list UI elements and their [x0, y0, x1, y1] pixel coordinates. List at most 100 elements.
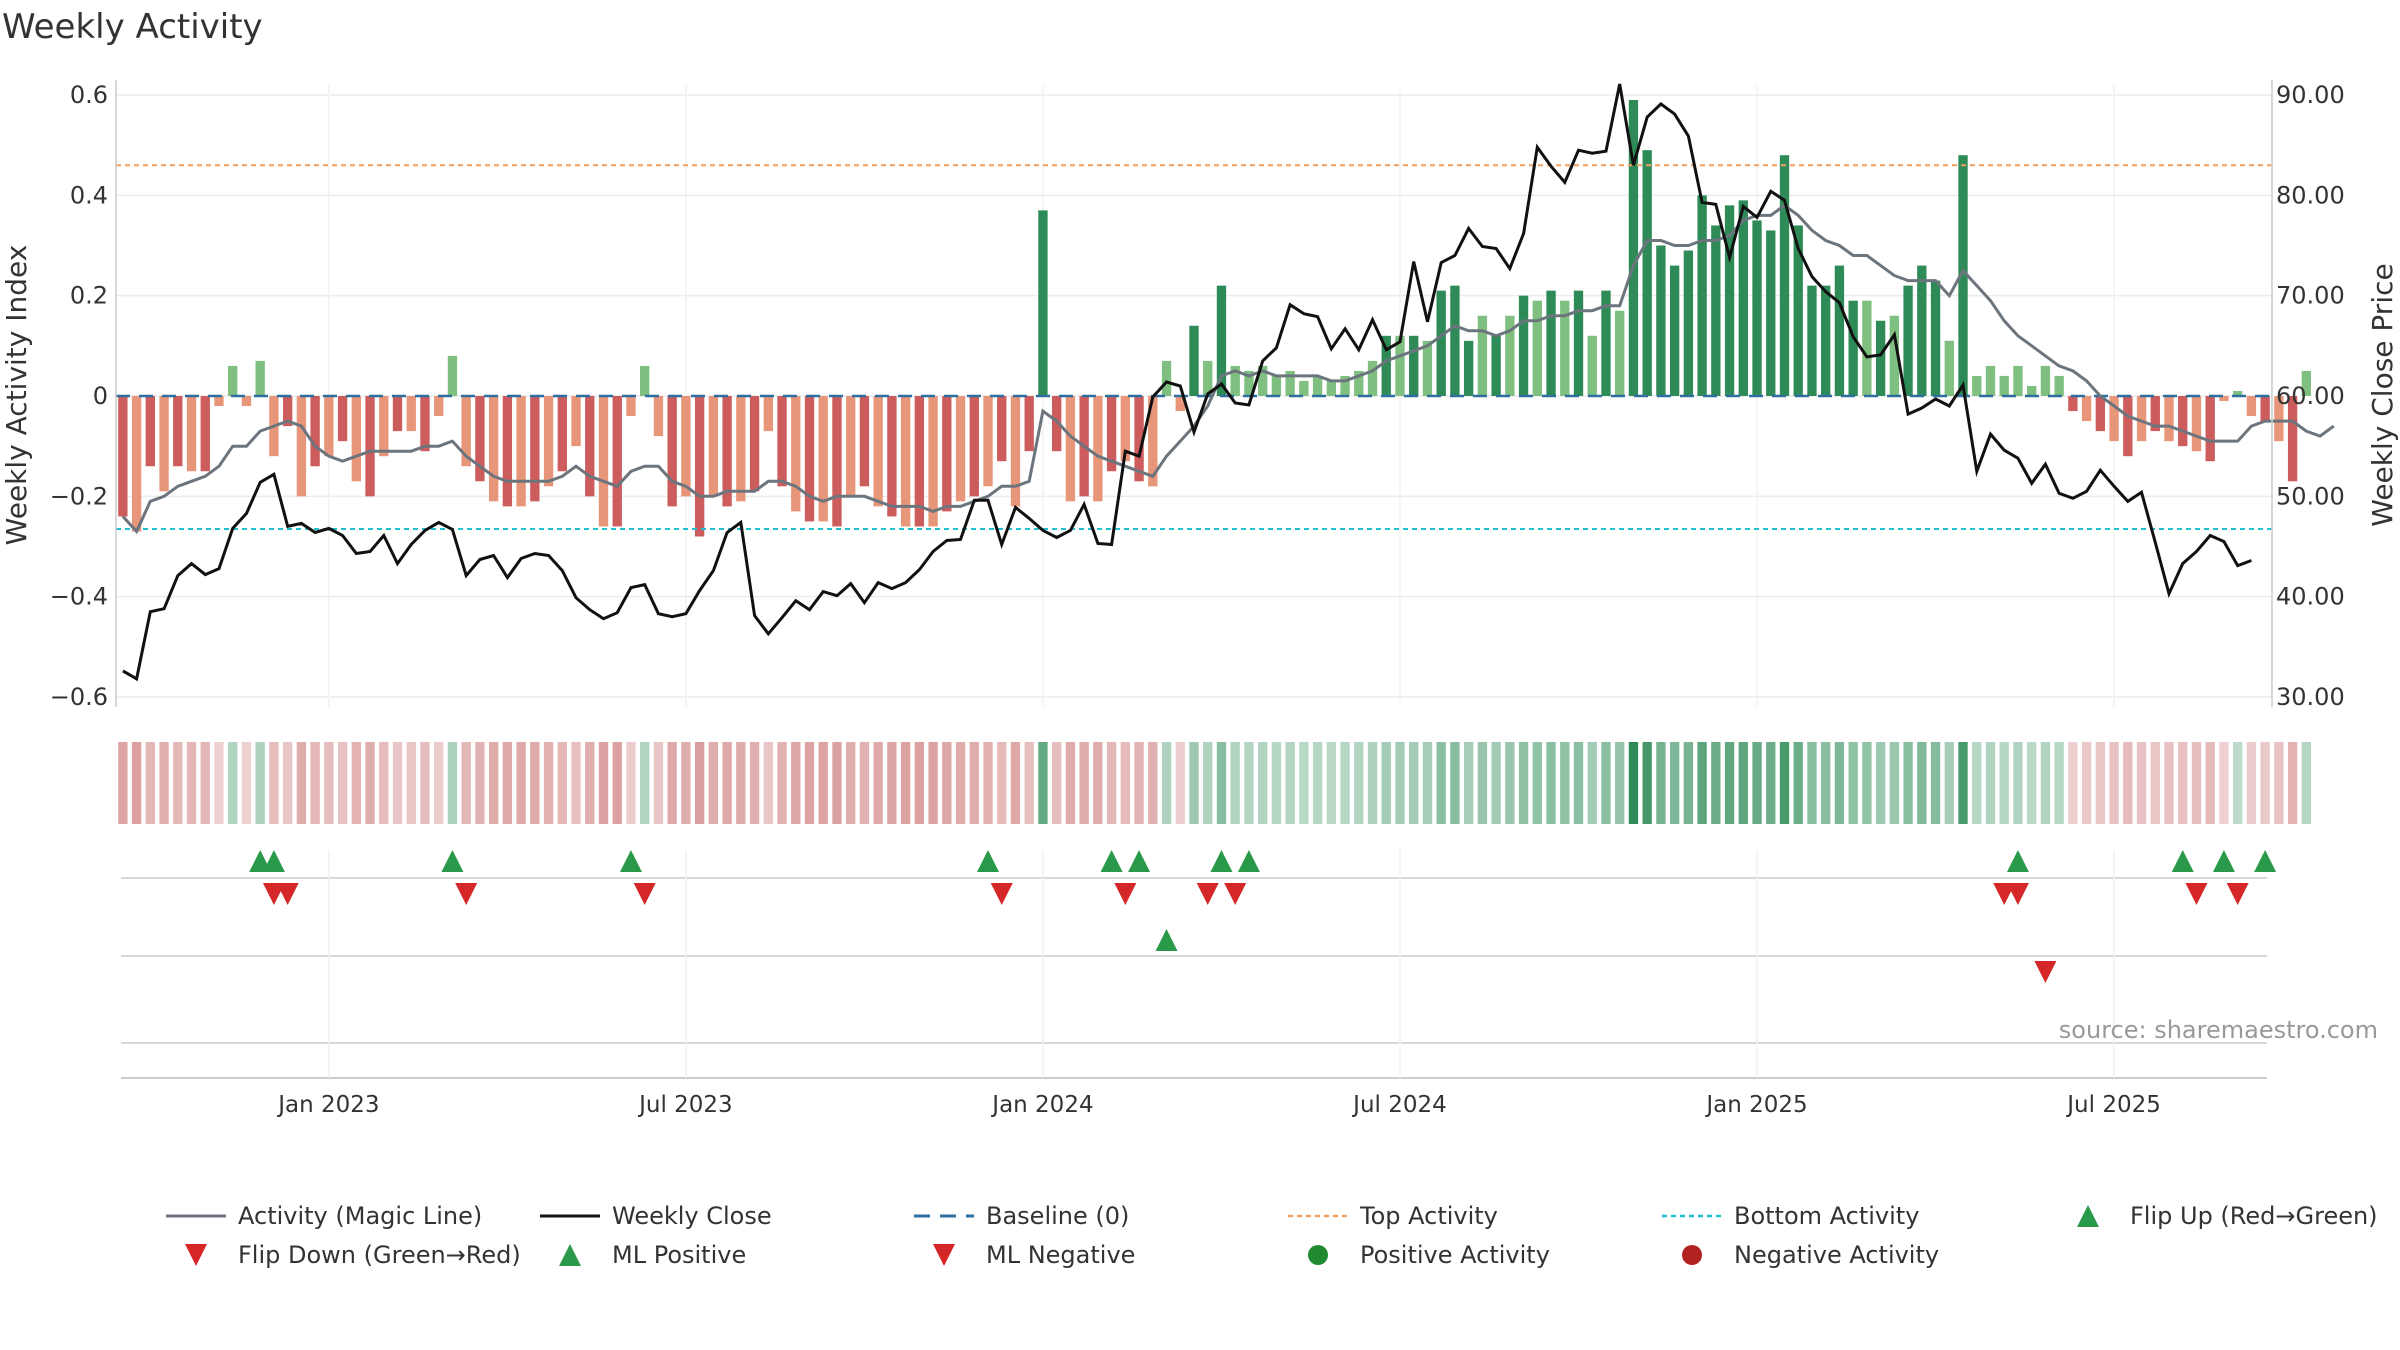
activity-bar — [118, 396, 128, 517]
activity-bar — [1409, 335, 1419, 396]
legend-swatch-triangle-up — [559, 1244, 581, 1266]
activity-bar — [2109, 396, 2119, 442]
activity-bar — [1546, 290, 1556, 396]
heat-cell — [1711, 742, 1721, 824]
heat-cell — [475, 742, 485, 824]
heat-cell — [1120, 742, 1131, 824]
activity-bar — [1505, 315, 1515, 396]
activity-bar — [571, 396, 581, 447]
activity-bar — [447, 355, 458, 396]
heat-cell — [1395, 742, 1405, 824]
legend-label: Activity (Magic Line) — [238, 1202, 482, 1230]
heat-cell — [1038, 742, 1048, 824]
heat-cell — [667, 742, 677, 824]
activity-bar — [1532, 300, 1542, 396]
activity-bar — [626, 396, 636, 417]
heat-cell — [1601, 742, 1611, 824]
heat-cell — [1972, 742, 1982, 824]
activity-bar — [887, 396, 897, 517]
activity-bar — [928, 396, 938, 527]
activity-bar — [1587, 335, 1597, 396]
activity-bar — [1395, 335, 1405, 396]
activity-bar — [914, 396, 925, 527]
legend-label: ML Negative — [986, 1241, 1135, 1269]
activity-bar — [1285, 370, 1295, 396]
x-tick-label: Jan 2023 — [276, 1092, 379, 1118]
activity-bar — [1917, 265, 1927, 396]
heat-cell — [1161, 742, 1172, 824]
heat-cell — [1450, 742, 1460, 824]
heat-cell — [1724, 742, 1735, 824]
x-tick-label: Jan 2025 — [1704, 1092, 1807, 1118]
heat-cell — [1491, 742, 1501, 824]
activity-bar — [1628, 100, 1639, 397]
activity-bar — [2260, 396, 2270, 422]
legend-swatch-triangle-down — [933, 1244, 955, 1266]
heat-cell — [1203, 742, 1213, 824]
activity-bar — [1299, 380, 1309, 396]
heat-cell — [763, 742, 773, 824]
activity-bar — [1038, 210, 1048, 396]
heat-cell — [1848, 742, 1858, 824]
heat-cell — [1354, 742, 1364, 824]
flip-down-marker — [1196, 883, 1219, 905]
y-tick-label-right: 80.00 — [2276, 181, 2345, 209]
heat-cell — [2205, 742, 2215, 824]
y-tick-label-right: 50.00 — [2276, 482, 2345, 510]
heat-cell — [571, 742, 581, 824]
activity-bar — [1052, 396, 1062, 452]
activity-bar — [736, 396, 746, 502]
activity-bar — [1972, 375, 1982, 396]
flip-up-marker — [977, 850, 1000, 872]
heat-cell — [681, 742, 691, 824]
activity-bar — [228, 365, 238, 396]
activity-bar — [2219, 396, 2229, 402]
activity-bar — [818, 396, 828, 522]
heat-cell — [804, 742, 815, 824]
activity-bar — [1862, 300, 1872, 396]
activity-bar — [1999, 375, 2009, 396]
activity-bar — [1807, 285, 1817, 396]
activity-bar — [2178, 396, 2188, 447]
y-axis-label-right: Weekly Close Price — [2366, 263, 2399, 526]
heat-cell — [598, 742, 609, 824]
heat-cell — [1257, 742, 1268, 824]
heat-cell — [1903, 742, 1913, 824]
activity-bar — [1120, 396, 1131, 462]
legend-swatch-triangle-down — [185, 1244, 207, 1266]
heat-cell — [900, 742, 911, 824]
x-tick-label: Jul 2024 — [1351, 1092, 1447, 1118]
activity-bar — [667, 396, 677, 507]
heat-cell — [1189, 742, 1199, 824]
activity-bar — [200, 396, 210, 472]
activity-bar — [1010, 396, 1021, 507]
heat-cell — [434, 742, 444, 824]
activity-bar — [1903, 285, 1913, 396]
activity-bar — [1518, 295, 1529, 396]
flip-up-marker — [1237, 850, 1260, 872]
heat-cell — [1106, 742, 1117, 824]
heat-cell — [1436, 742, 1446, 824]
heat-cell — [2040, 742, 2051, 824]
activity-bar — [1367, 360, 1378, 396]
flip-up-marker — [2171, 850, 2194, 872]
legend-label: Flip Up (Red→Green) — [2130, 1202, 2378, 1230]
heat-cell — [1463, 742, 1474, 824]
activity-bar — [337, 396, 348, 442]
heat-cell — [1052, 742, 1062, 824]
activity-bar — [1944, 340, 1954, 396]
heat-cell — [1821, 742, 1831, 824]
legend-swatch-circle — [1308, 1245, 1328, 1265]
heat-cell — [859, 742, 870, 824]
heat-cell — [832, 742, 842, 824]
heat-cell — [1244, 742, 1254, 824]
activity-bar — [1065, 396, 1076, 502]
flip-down-marker — [633, 883, 656, 905]
heat-cell — [1326, 742, 1336, 824]
heat-cell — [1889, 742, 1900, 824]
heat-cell — [1793, 742, 1803, 824]
heat-cell — [214, 742, 224, 824]
heat-cell — [296, 742, 307, 824]
activity-bar — [2150, 396, 2160, 432]
